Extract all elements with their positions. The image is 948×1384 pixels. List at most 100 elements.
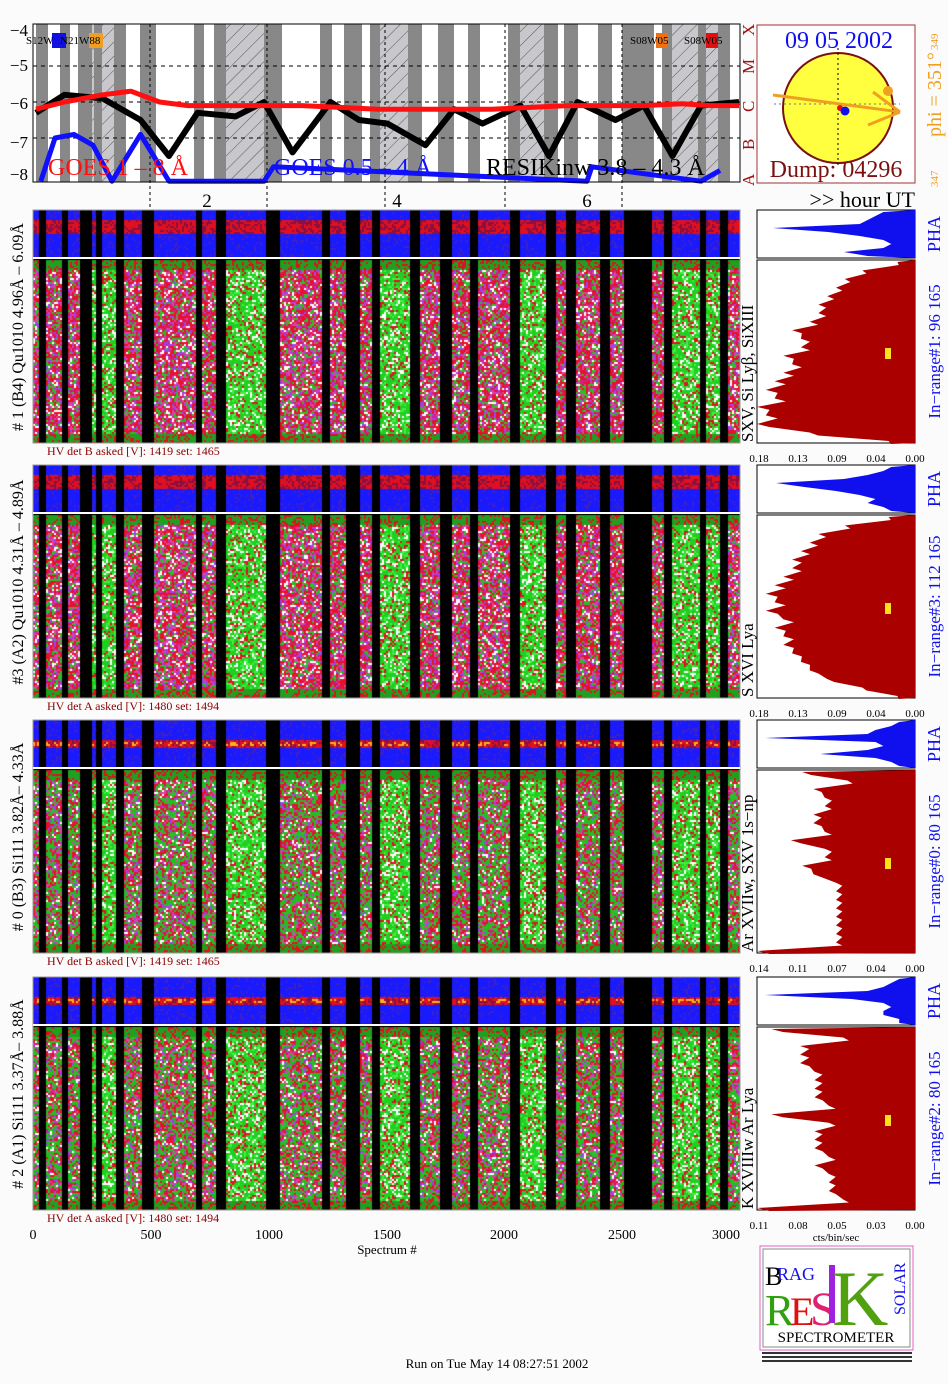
- profile-tick: 0.09: [827, 453, 847, 465]
- spectrogram-panel-3: [33, 465, 740, 698]
- profile-tick: 0.04: [866, 708, 886, 720]
- range-marker: [885, 603, 891, 614]
- profile-tick: 0.04: [866, 963, 886, 975]
- phi-label: phi = 351°: [924, 52, 946, 137]
- region-label: S08W05: [630, 35, 669, 47]
- x-axis-label: Spectrum #: [357, 1242, 417, 1257]
- spectral-profile: [757, 1027, 915, 1211]
- ytick: −4: [10, 21, 29, 40]
- region-label: S08W05: [684, 35, 723, 47]
- region-label: N21W88: [60, 35, 101, 47]
- region-label: S12W: [26, 35, 54, 47]
- svg-text:B: B: [765, 1262, 782, 1291]
- instrument-pointing-dot: [883, 86, 893, 96]
- gap-band: [264, 24, 282, 182]
- phi-lower: 347: [929, 170, 941, 187]
- profile-tick: 0.11: [789, 963, 808, 975]
- phi-upper: 349: [929, 33, 941, 50]
- detector-panel-3: # 2 (A1) Si111 3.37Å– 3.88Å HV det A aske…: [9, 976, 944, 1232]
- xtick: 3000: [712, 1228, 740, 1243]
- gap-band: [564, 24, 578, 182]
- ytick: −8: [10, 165, 28, 184]
- logo-caption: SPECTROMETER: [778, 1330, 895, 1346]
- gap-band: [114, 24, 126, 182]
- class-letter: X: [739, 24, 758, 36]
- hour-tick: 4: [392, 191, 402, 212]
- class-letter: C: [739, 101, 758, 112]
- legend-resik: RESIKinw 3.8 – 4.3 Å: [486, 155, 705, 181]
- range-marker: [885, 858, 891, 869]
- in-range-label: In−range#2: 80 165: [925, 1051, 944, 1185]
- profile-tick: 0.14: [749, 963, 769, 975]
- lightcurve-series: [34, 88, 740, 184]
- resik-logo: B RAG R E S K SOLAR SPECTROMETER: [759, 1245, 914, 1362]
- profile-tick: 0.13: [788, 453, 808, 465]
- svg-text:K: K: [832, 1255, 888, 1342]
- gap-band: [468, 24, 480, 182]
- gap-band: [508, 24, 522, 182]
- pha-histogram: [764, 977, 915, 1025]
- legend-goes-long: GOES 1 – 8 Å: [48, 155, 189, 181]
- hv-label: HV det A asked [V]: 1480 set: 1494: [47, 1211, 219, 1225]
- svg-text:R: R: [765, 1286, 795, 1335]
- hv-label: HV det A asked [V]: 1480 set: 1494: [47, 699, 219, 713]
- orientation-arrow-icon: [772, 90, 901, 127]
- gap-band: [94, 24, 104, 182]
- profile-tick: 0.00: [905, 963, 925, 975]
- series-line-0: [35, 88, 739, 112]
- class-letter: A: [739, 173, 758, 186]
- class-letter: M: [739, 59, 758, 74]
- panel-label: # 1 (B4) Qu1010 4.96Å – 6.09Å: [9, 223, 27, 431]
- range-marker: [885, 348, 891, 359]
- profile-tick: 0.05: [827, 1220, 847, 1232]
- sun-position-panel: 09 05 2002 Dump: 04296 phi = 351° 349 34…: [756, 24, 946, 187]
- spectral-profile: [765, 515, 915, 699]
- gap-band: [36, 24, 48, 182]
- ytick: −6: [10, 94, 28, 113]
- pha-histogram: [772, 210, 915, 258]
- xtick: 2000: [490, 1228, 518, 1243]
- in-range-label: In−range#3: 112 165: [925, 535, 944, 677]
- profile-tick: 0.18: [749, 708, 769, 720]
- spectrogram-panel-0: [33, 720, 740, 953]
- series-line-2: [34, 91, 740, 159]
- detector-panel-1: #3 (A2) Qu1010 4.31Å – 4.89Å HV det A ask…: [9, 464, 944, 720]
- xtick: 1500: [373, 1228, 401, 1243]
- goes-lightcurve-plot: −4 −5 −6 −7 −8 A B C M X S12W N21W88 S08…: [10, 21, 758, 210]
- gap-band: [344, 24, 362, 182]
- pha-label: PHA: [924, 216, 944, 252]
- series-line-1: [38, 131, 722, 184]
- right-axis-label: cts/bin/sec: [813, 1232, 860, 1244]
- hv-label: HV det B asked [V]: 1419 set: 1465: [47, 444, 220, 458]
- panel-label: # 0 (B3) Si111 3.82Å– 4.33Å: [9, 742, 27, 931]
- pha-label: PHA: [924, 471, 944, 507]
- run-timestamp: Run on Tue May 14 08:27:51 2002: [406, 1356, 589, 1371]
- spectral-profile: [757, 770, 915, 954]
- hour-tick: 6: [582, 191, 592, 212]
- profile-tick: 0.00: [905, 708, 925, 720]
- ytick: −5: [10, 56, 28, 75]
- profile-tick: 0.07: [827, 963, 847, 975]
- hour-axis-label: >> hour UT: [810, 187, 916, 212]
- date-label: 09 05 2002: [785, 28, 893, 54]
- pha-histogram: [764, 720, 915, 768]
- gap-band: [438, 24, 454, 182]
- profile-tick: 0.18: [749, 453, 769, 465]
- in-range-label: In−range#1: 96 165: [925, 284, 944, 418]
- profile-tick: 0.08: [788, 1220, 808, 1232]
- gap-band: [598, 24, 612, 182]
- xtick: 500: [141, 1228, 162, 1243]
- profile-tick: 0.09: [827, 708, 847, 720]
- hour-tick: 2: [202, 191, 212, 212]
- pha-label: PHA: [924, 983, 944, 1019]
- panel-label: # 2 (A1) Si111 3.37Å– 3.88Å: [9, 999, 27, 1189]
- profile-tick: 0.04: [866, 453, 886, 465]
- hatched-band: [520, 24, 546, 182]
- profile-tick: 0.11: [750, 1220, 769, 1232]
- panel-label: #3 (A2) Qu1010 4.31Å – 4.89Å: [9, 479, 27, 684]
- gap-band: [370, 24, 382, 182]
- spectrogram-panel-1: [33, 210, 740, 443]
- hv-label: HV det B asked [V]: 1419 set: 1465: [47, 954, 220, 968]
- region-dot: [840, 106, 850, 116]
